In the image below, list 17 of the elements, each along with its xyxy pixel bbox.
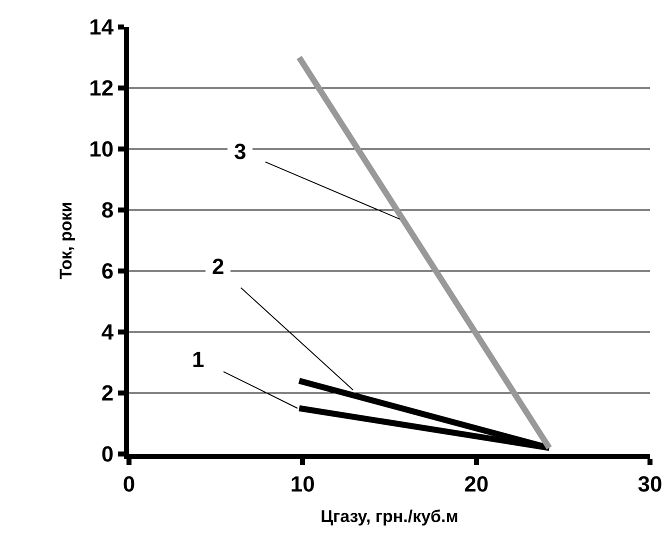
y-tick-label: 12 <box>89 76 114 101</box>
x-tick-label: 10 <box>290 471 315 496</box>
y-tick-label: 4 <box>101 320 114 345</box>
x-axis-title: Цгазу, грн./куб.м <box>320 506 458 526</box>
x-tick-label: 20 <box>464 471 489 496</box>
x-tick-label: 0 <box>122 471 136 496</box>
y-tick-label: 10 <box>89 136 114 162</box>
y-tick-label: 6 <box>101 258 114 284</box>
x-tick-label: 30 <box>638 471 662 496</box>
annotation: 2 <box>212 254 224 279</box>
y-axis-title: Ток, роки <box>56 202 76 280</box>
annotation: 1 <box>192 347 204 372</box>
annotation: 3 <box>234 139 246 164</box>
y-tick-label: 8 <box>101 198 114 223</box>
y-tick-label: 14 <box>89 14 114 40</box>
y-tick-label: 0 <box>101 442 114 467</box>
y-tick-label: 2 <box>101 380 114 406</box>
